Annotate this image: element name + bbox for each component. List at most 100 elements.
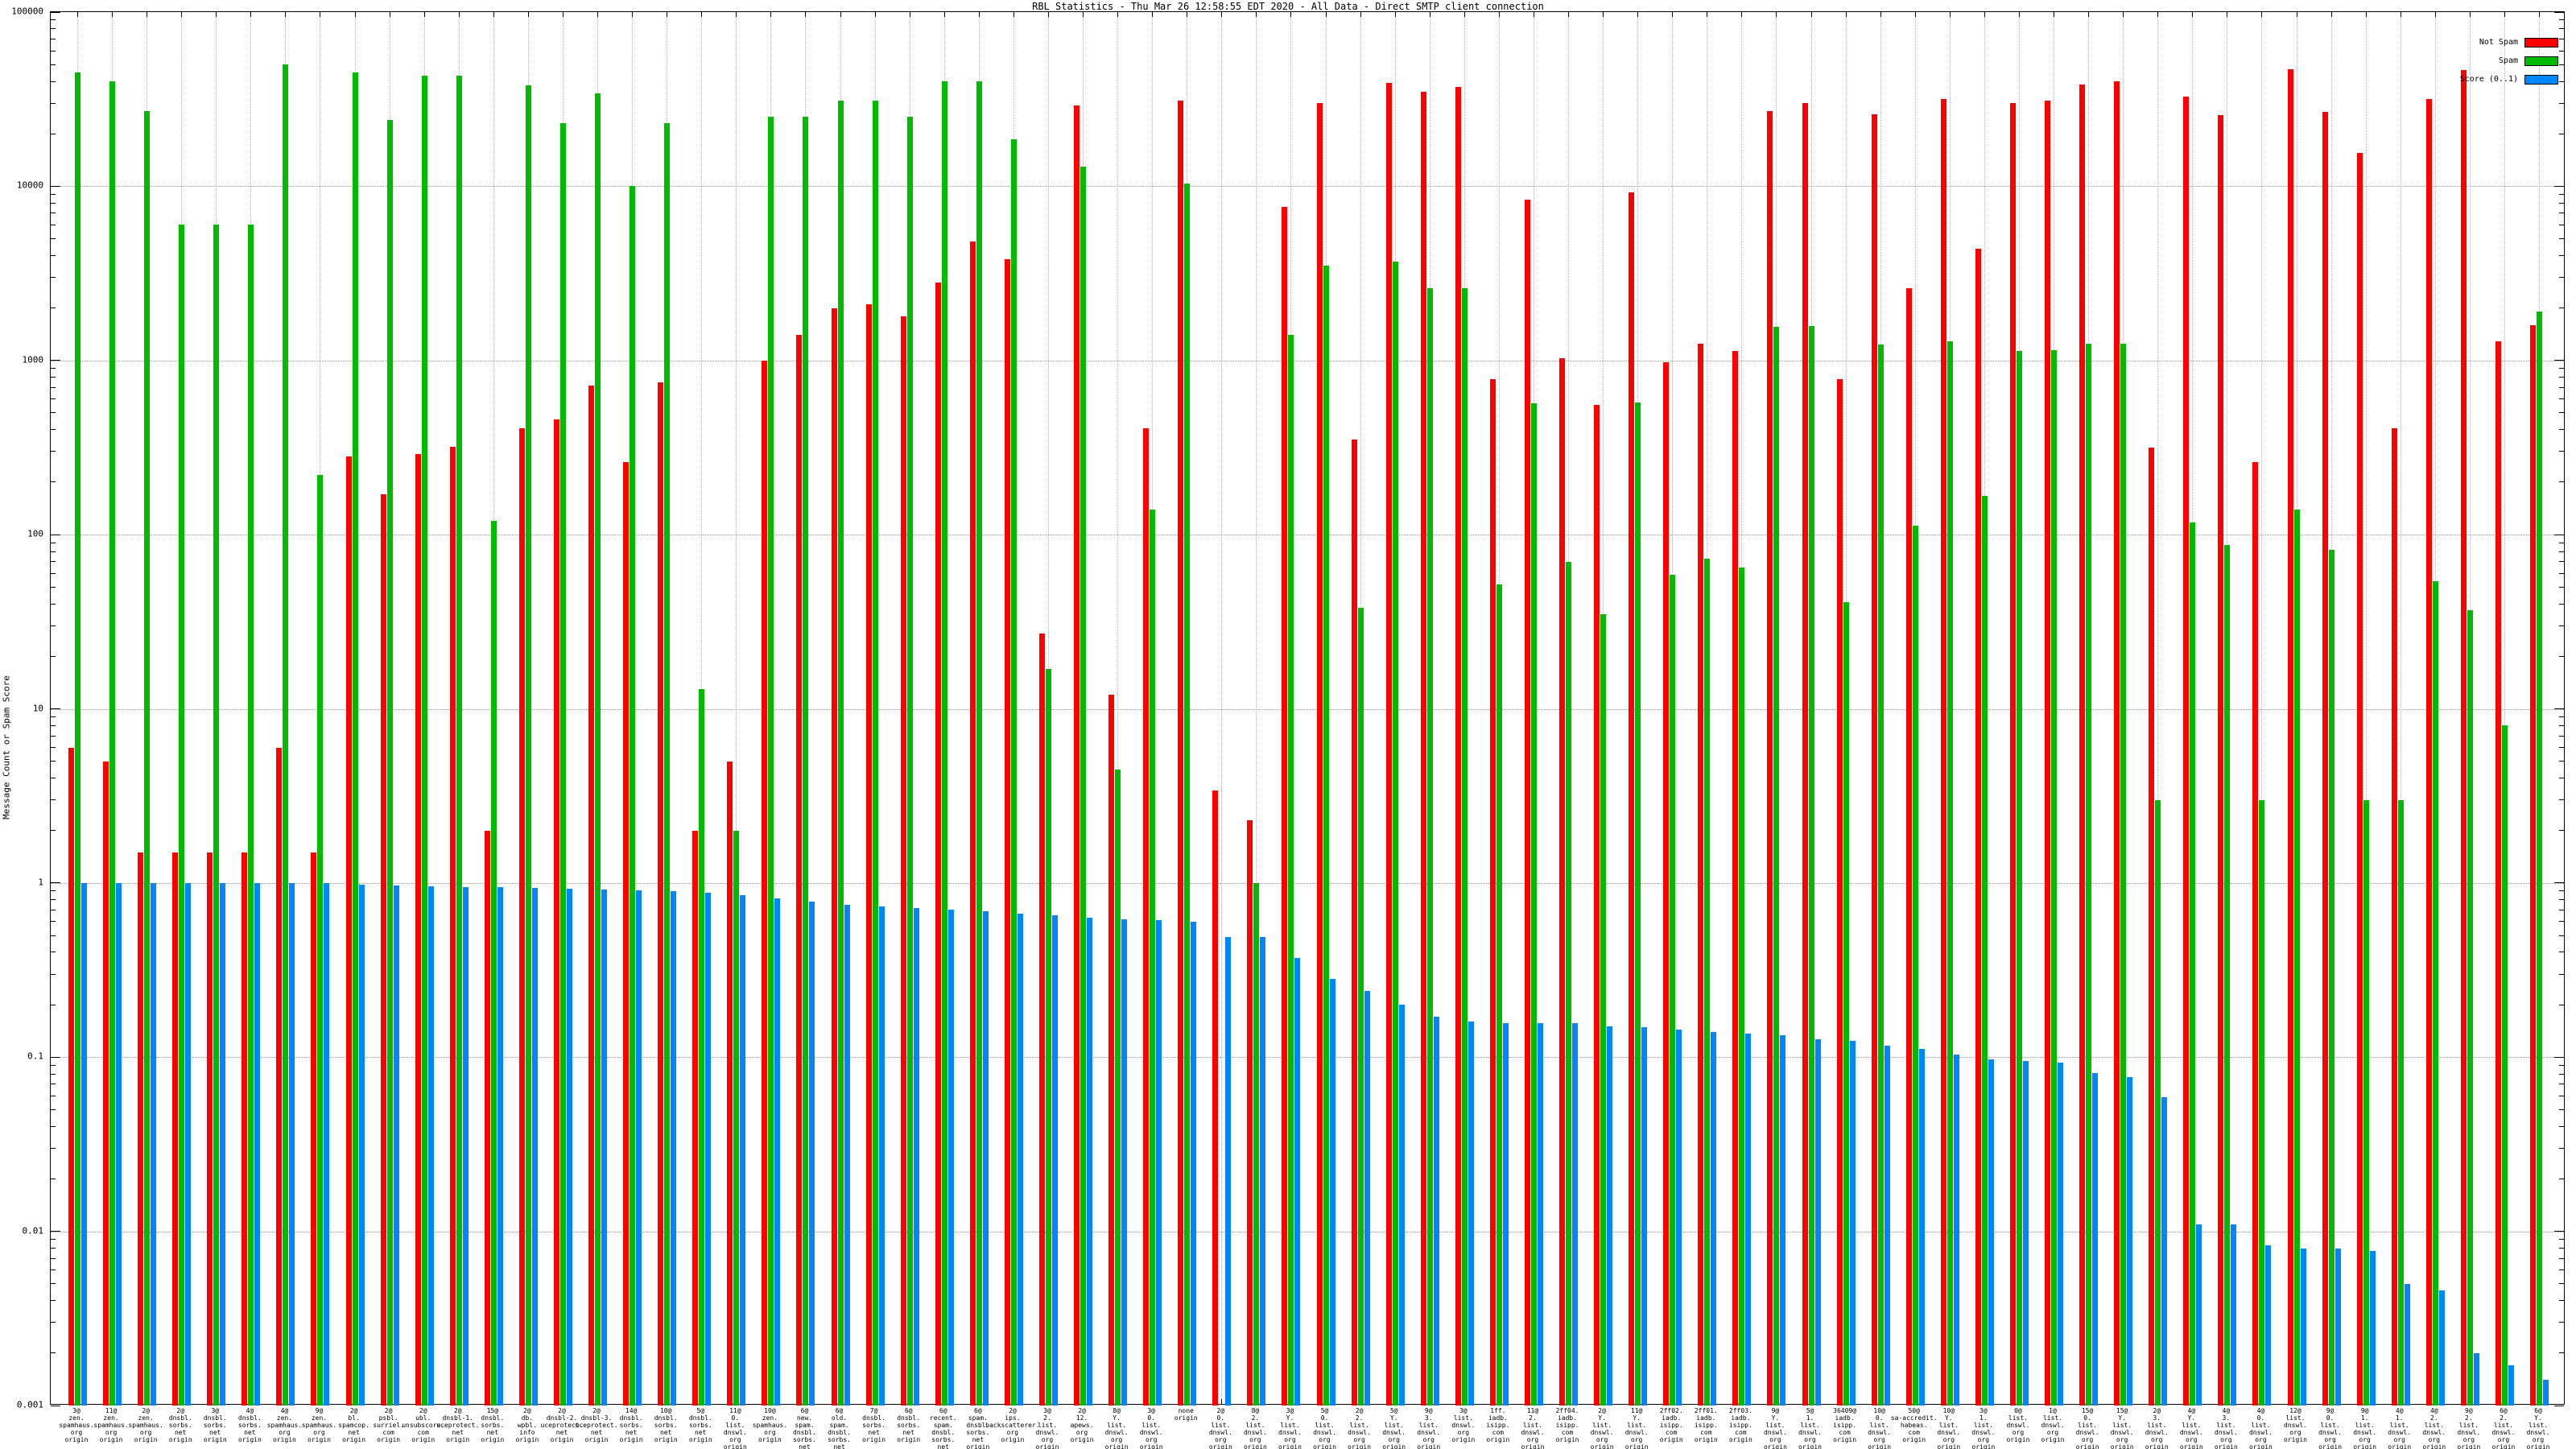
y-minor-tick-right (2559, 1300, 2564, 1302)
bar-score (1676, 1029, 1682, 1406)
y-minor-tick-right (2559, 1257, 2564, 1259)
category-label: 2@ dnsbl-3. uceprotect. net origin (575, 1407, 618, 1443)
bar-spam (1010, 139, 1017, 1406)
bar-score (2022, 1061, 2029, 1406)
bar-not-spam (1108, 695, 1115, 1406)
category-label: 10@ 0. list. dnswl. org origin (1868, 1407, 1892, 1449)
y-minor-tick-left (51, 1269, 56, 1271)
bar-not-spam (1975, 248, 1981, 1406)
top-category-tick (562, 12, 564, 17)
y-minor-tick-right (2559, 277, 2564, 278)
bar-not-spam (831, 308, 837, 1406)
bar-spam (906, 117, 913, 1406)
bar-spam (2328, 549, 2334, 1406)
category-gridline (2504, 12, 2505, 1404)
bar-spam (2397, 799, 2404, 1406)
y-minor-tick-right (2559, 28, 2564, 30)
bar-score (1468, 1022, 1474, 1406)
top-category-tick (2434, 12, 2436, 17)
y-tick-label: 100000 (11, 6, 43, 17)
bar-score (1260, 936, 1266, 1406)
y-minor-tick-right (2559, 368, 2564, 369)
top-category-tick (1914, 12, 1916, 17)
category-gridline (1117, 12, 1119, 1404)
bar-score (1121, 919, 1128, 1406)
bar-not-spam (242, 852, 248, 1406)
bar-score (844, 904, 850, 1406)
category-label: 10@ dnsbl. sorbs. net origin (654, 1407, 678, 1443)
y-minor-tick-right (2559, 80, 2564, 82)
bar-spam (803, 117, 809, 1406)
y-minor-tick-right (2559, 481, 2564, 483)
category-label: 5@ 1. list. dnswl. org origin (1798, 1407, 1822, 1449)
y-minor-tick-right (2559, 572, 2564, 574)
y-minor-tick-left (51, 412, 56, 414)
category-label: 4@ 2. list. dnswl. org origin (2422, 1407, 2446, 1449)
y-tick-label: 1000 (22, 354, 44, 365)
category-label: 10@ zen. spamhaus. org origin (752, 1407, 788, 1443)
y-minor-tick-left (51, 899, 56, 901)
bar-not-spam (207, 852, 213, 1406)
bar-spam (2501, 725, 2508, 1406)
bar-not-spam (1143, 427, 1150, 1406)
top-category-tick (701, 12, 703, 17)
category-label: 1@ list. dnswl. org origin (2041, 1407, 2065, 1443)
category-label: 11@ zen. spamhaus. org origin (93, 1407, 129, 1443)
top-category-tick (354, 12, 356, 17)
category-label: 36409@ iadb. isipp. com origin (1833, 1407, 1857, 1443)
bar-score (1918, 1049, 1925, 1406)
bar-not-spam (1489, 379, 1496, 1406)
y-minor-tick-right (2559, 1064, 2564, 1066)
y-minor-tick-right (2559, 386, 2564, 388)
bar-not-spam (345, 456, 352, 1406)
top-category-tick (181, 12, 183, 17)
bar-score (2369, 1251, 2376, 1406)
y-minor-tick-left (51, 451, 56, 452)
y-tick-label: 0.01 (22, 1225, 44, 1236)
bar-not-spam (2149, 448, 2155, 1406)
y-minor-tick-right (2559, 735, 2564, 737)
y-minor-tick-left (51, 1322, 56, 1323)
category-gridline (2365, 12, 2367, 1404)
y-minor-tick-left (51, 1064, 56, 1066)
bar-spam (1808, 325, 1814, 1406)
y-minor-tick-right (2559, 64, 2564, 65)
bar-score (636, 890, 642, 1406)
bar-score (289, 882, 295, 1406)
category-label: 3@ dnsbl. sorbs. net origin (203, 1407, 227, 1443)
bar-spam (976, 81, 982, 1406)
bar-spam (1600, 613, 1607, 1406)
top-category-tick (1360, 12, 1361, 17)
bar-not-spam (935, 282, 941, 1406)
y-minor-tick-right (2559, 1322, 2564, 1323)
bar-spam (1323, 266, 1329, 1406)
bar-not-spam (762, 360, 768, 1406)
bar-not-spam (380, 494, 386, 1406)
y-minor-tick-left (51, 80, 56, 82)
bar-spam (109, 81, 116, 1406)
y-tick-label: 1 (38, 877, 43, 888)
bar-spam (2259, 799, 2265, 1406)
bar-not-spam (1455, 87, 1461, 1406)
y-minor-tick-left (51, 551, 56, 552)
bar-score (2508, 1365, 2514, 1406)
category-label: 10@ Y. list. dnswl. org origin (1937, 1407, 1961, 1449)
y-minor-tick-right (2559, 451, 2564, 452)
bar-spam (213, 225, 220, 1406)
y-minor-tick-left (51, 102, 56, 104)
bar-spam (2467, 609, 2473, 1406)
legend-swatch-not-spam (2524, 37, 2558, 47)
bar-score (1780, 1035, 1786, 1406)
y-major-tick-left (51, 185, 60, 187)
bar-not-spam (1559, 357, 1566, 1406)
y-major-tick-left (51, 1056, 60, 1058)
y-minor-tick-left (51, 386, 56, 388)
bar-not-spam (1004, 259, 1010, 1406)
y-minor-tick-right (2559, 973, 2564, 975)
category-label: 4@ zen. spamhaus. org origin (266, 1407, 303, 1443)
category-label: 2ff03. iadb. isipp. com origin (1728, 1407, 1752, 1443)
y-minor-tick-left (51, 1300, 56, 1302)
category-label: 11@ Y. list. dnswl. org origin (1624, 1407, 1649, 1449)
legend-label-spam: Spam (2498, 56, 2518, 65)
bar-spam (1115, 769, 1121, 1406)
